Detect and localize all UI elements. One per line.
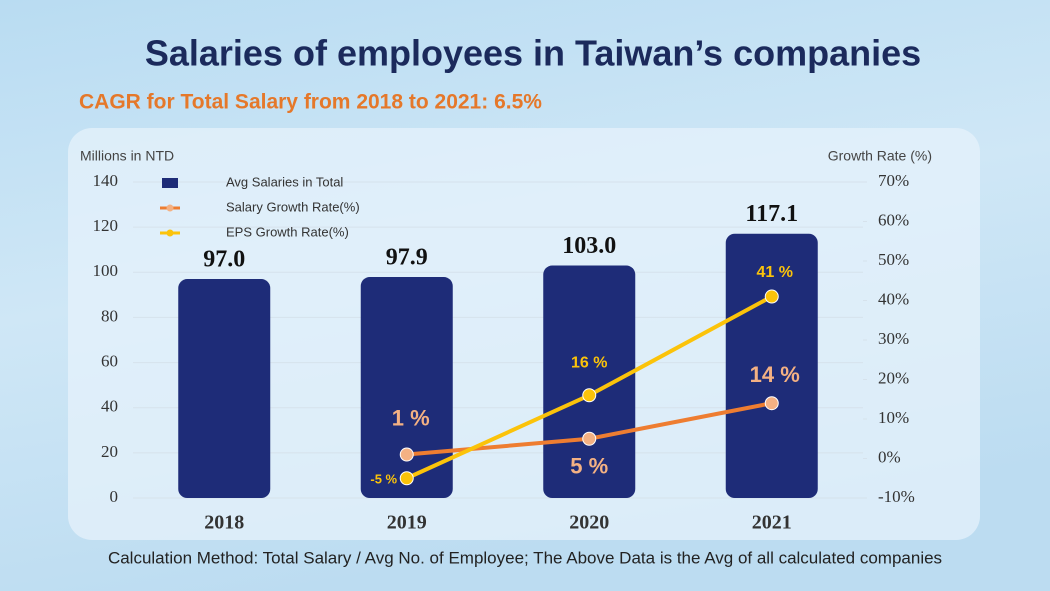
- line-value-label: 41 %: [757, 264, 793, 281]
- legend-label: Salary Growth Rate(%): [226, 199, 360, 214]
- y2-tick-label: 70%: [878, 171, 909, 190]
- subtitle: CAGR for Total Salary from 2018 to 2021:…: [79, 91, 542, 114]
- y2-tick-label: -10%: [878, 487, 915, 506]
- bar-value-label: 103.0: [562, 233, 616, 259]
- legend-label: Avg Salaries in Total: [226, 174, 343, 189]
- legend-swatch: [166, 204, 174, 212]
- line-point: [764, 396, 779, 411]
- chart-title: Salaries of employees in Taiwan’s compan…: [145, 33, 921, 74]
- bar-value-label: 97.0: [203, 247, 245, 273]
- y-tick-label: 120: [93, 216, 119, 235]
- bar-value-label: 97.9: [386, 245, 428, 271]
- y-tick-label: 0: [110, 487, 119, 506]
- y2-tick-label: 20%: [878, 368, 909, 387]
- line-point: [399, 471, 414, 486]
- y2-tick-label: 50%: [878, 250, 909, 269]
- y2-axis-label: Growth Rate (%): [828, 148, 932, 164]
- line-point: [399, 447, 414, 462]
- line-point: [582, 431, 597, 446]
- legend-label: EPS Growth Rate(%): [226, 224, 349, 239]
- line-point: [764, 289, 779, 304]
- y-tick-label: 40: [101, 397, 118, 416]
- bar: [725, 233, 818, 498]
- y-tick-label: 80: [101, 306, 118, 325]
- bar: [360, 277, 453, 498]
- line-value-label: 14 %: [750, 362, 800, 387]
- x-tick-label: 2018: [204, 512, 244, 534]
- y2-tick-label: 60%: [878, 210, 909, 229]
- y2-tick-label: 30%: [878, 329, 909, 348]
- x-tick-label: 2020: [569, 512, 609, 534]
- y2-tick-label: 0%: [878, 447, 901, 466]
- line-value-label: 16 %: [571, 355, 607, 372]
- y-tick-label: 100: [93, 261, 119, 280]
- y2-tick-label: 10%: [878, 408, 909, 427]
- line-value-label: -5 %: [370, 472, 397, 487]
- line-value-label: 1 %: [392, 405, 430, 430]
- y-tick-label: 20: [101, 442, 118, 461]
- line-value-label: 5 %: [570, 454, 608, 479]
- bar: [178, 279, 271, 498]
- legend-swatch: [162, 178, 178, 188]
- bar-value-label: 117.1: [745, 201, 798, 227]
- y-tick-label: 140: [93, 171, 119, 190]
- x-tick-label: 2021: [752, 512, 792, 534]
- y-tick-label: 60: [101, 351, 118, 370]
- footnote: Calculation Method: Total Salary / Avg N…: [108, 548, 942, 567]
- y2-tick-label: 40%: [878, 289, 909, 308]
- line-point: [582, 388, 597, 403]
- x-tick-label: 2019: [387, 512, 427, 534]
- legend-swatch: [166, 229, 174, 237]
- y-axis-label: Millions in NTD: [80, 148, 174, 164]
